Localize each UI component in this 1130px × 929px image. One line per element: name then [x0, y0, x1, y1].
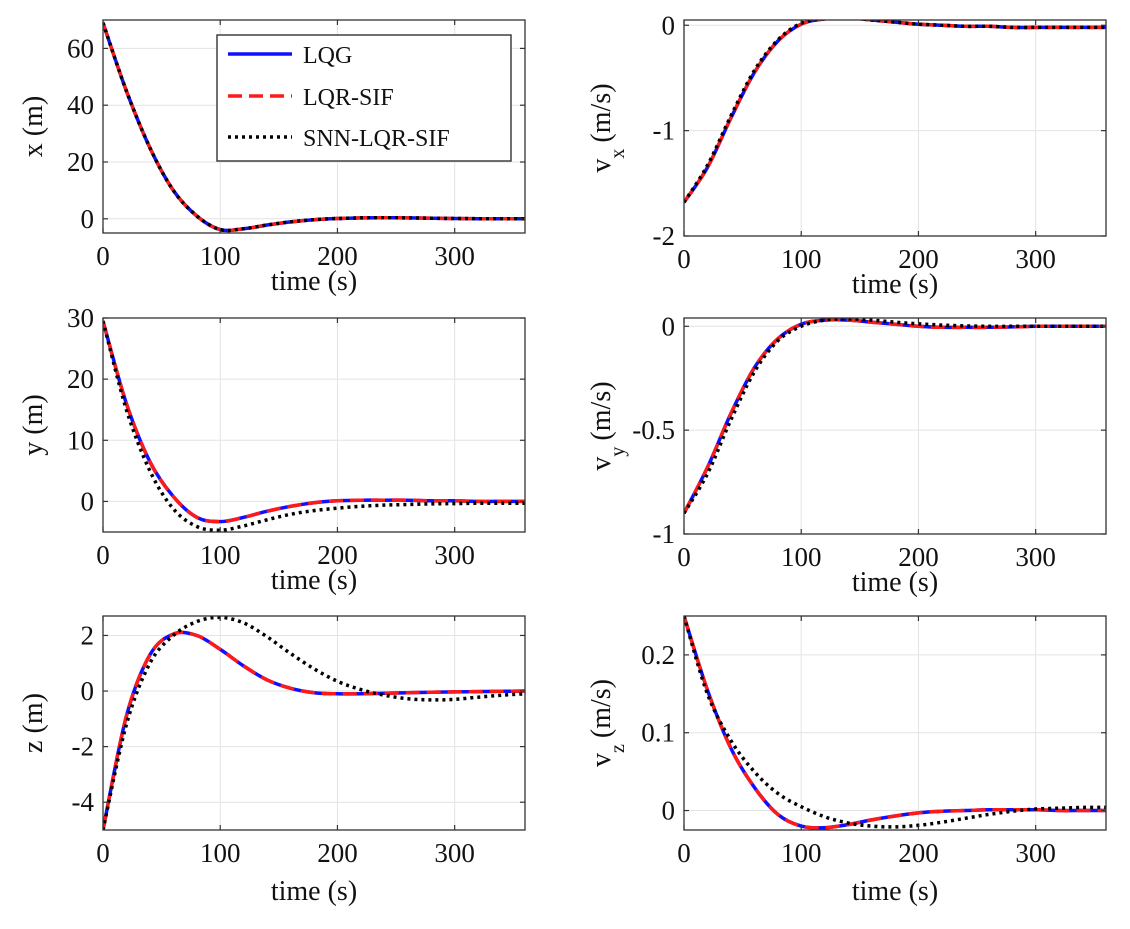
- x-tick-label: 100: [781, 244, 822, 274]
- x-tick-label: 300: [434, 540, 475, 570]
- axes-frame: [102, 317, 526, 533]
- y-axis-label: vx (m/s): [586, 83, 629, 172]
- y-axis-label: x (m): [18, 96, 49, 157]
- y-tick-label: -4: [72, 787, 95, 817]
- x-tick-label: 0: [96, 838, 110, 868]
- y-tick-label: 0.1: [641, 718, 675, 748]
- y-tick-label: 0: [662, 10, 676, 40]
- x-tick-label: 200: [317, 241, 358, 271]
- x-tick-label: 200: [898, 244, 939, 274]
- y-tick-label: -0.5: [632, 415, 675, 445]
- y-axis-label: z (m): [18, 693, 49, 753]
- x-axis-label: time (s): [852, 269, 938, 300]
- panel-vz: 0 100 200 300 0 0.1 0.2 time (s) vz (m/s): [586, 615, 1107, 907]
- y-axis-label: vy (m/s): [586, 381, 629, 470]
- y-tick-label: 2: [81, 620, 95, 650]
- y-tick-label: 0: [81, 204, 95, 234]
- y-axis-label-subscript: x: [607, 149, 629, 159]
- legend-label-snn-lqr-sif: SNN-LQR-SIF: [303, 126, 450, 152]
- x-axis-label: time (s): [852, 876, 938, 907]
- y-tick-label: 20: [67, 364, 94, 394]
- series-line-snn-lqr-sif: [103, 22, 525, 233]
- axes-frame: [102, 19, 526, 234]
- x-tick-label: 200: [317, 838, 358, 868]
- x-tick-label: 300: [434, 838, 475, 868]
- y-tick-label: -2: [653, 221, 676, 251]
- y-axis-label-unit: (m/s): [586, 679, 617, 738]
- y-axis-label-symbol: v: [586, 457, 617, 471]
- y-axis-label-unit: (m/s): [586, 83, 617, 142]
- series-line-snn-lqr-sif: [103, 320, 525, 532]
- x-tick-label: 200: [317, 540, 358, 570]
- x-axis-label: time (s): [271, 266, 357, 297]
- plot-area: [684, 616, 1106, 830]
- series-line-lqr-sif: [103, 630, 525, 830]
- legend-label-lqr-sif: LQR-SIF: [303, 85, 394, 111]
- y-axis-label-subscript: z: [607, 744, 629, 753]
- legend-box: [216, 34, 512, 162]
- panel-vy: 0 100 200 300 -1 -0.5 0 time (s) vy (m/s): [586, 311, 1107, 598]
- series-line-lqr-sif: [684, 318, 1106, 514]
- x-axis-label: time (s): [852, 567, 938, 598]
- y-tick-label: -1: [653, 116, 676, 146]
- x-tick-label: 100: [200, 241, 241, 271]
- y-axis-label-symbol: v: [586, 753, 617, 767]
- y-axis-label-unit: (m/s): [586, 381, 617, 440]
- y-tick-label: 40: [67, 90, 94, 120]
- x-tick-label: 0: [96, 540, 110, 570]
- y-tick-label: -1: [653, 519, 676, 549]
- x-tick-label: 200: [898, 838, 939, 868]
- legend: LQG LQR-SIF SNN-LQR-SIF: [216, 34, 512, 162]
- x-tick-label: 100: [200, 540, 241, 570]
- y-tick-label: 10: [67, 425, 94, 455]
- x-tick-label: 0: [677, 244, 691, 274]
- series-line-snn-lqr-sif: [684, 20, 1106, 204]
- y-tick-label: 0.2: [641, 640, 675, 670]
- panel-y: 0 100 200 300 0 10 20 30 time (s) y (m): [18, 303, 526, 596]
- x-tick-label: 300: [434, 241, 475, 271]
- x-axis-label: time (s): [271, 876, 357, 907]
- y-tick-label: 0: [662, 311, 676, 341]
- y-tick-label: 0: [662, 796, 676, 826]
- x-tick-label: 0: [677, 542, 691, 572]
- y-tick-label: 0: [81, 486, 95, 516]
- y-axis-label: vz (m/s): [586, 679, 629, 767]
- x-tick-label: 100: [200, 838, 241, 868]
- x-tick-label: 100: [781, 838, 822, 868]
- series-line-snn-lqr-sif: [684, 616, 1106, 829]
- x-tick-label: 200: [898, 542, 939, 572]
- series-line-lqr-sif: [103, 320, 525, 524]
- plot-area: [684, 318, 1106, 534]
- x-tick-label: 0: [677, 838, 691, 868]
- y-tick-label: 20: [67, 147, 94, 177]
- panel-vx: 0 100 200 300 -2 -1 0 time (s) vx (m/s): [586, 10, 1107, 300]
- axes-frame: [102, 615, 526, 831]
- x-axis-label: time (s): [271, 565, 357, 596]
- x-tick-label: 100: [781, 542, 822, 572]
- x-tick-label: 0: [96, 241, 110, 271]
- x-tick-label: 300: [1015, 542, 1056, 572]
- y-tick-label: 30: [67, 303, 94, 333]
- series-line-snn-lqr-sif: [103, 616, 525, 830]
- plot-area: [684, 20, 1106, 236]
- legend-label-lqg: LQG: [303, 43, 352, 69]
- y-axis-label-symbol: v: [586, 159, 617, 173]
- y-tick-label: 0: [81, 676, 95, 706]
- y-axis-label: y (m): [18, 394, 49, 455]
- y-tick-label: -2: [72, 732, 95, 762]
- axes-frame: [683, 317, 1107, 535]
- y-tick-label: 60: [67, 33, 94, 63]
- plot-area: [103, 616, 525, 830]
- y-axis-label-subscript: y: [607, 447, 629, 457]
- axes-frame: [683, 19, 1107, 237]
- axes-frame: [683, 615, 1107, 831]
- x-tick-label: 300: [1015, 244, 1056, 274]
- panel-z: 0 100 200 300 -4 -2 0 2 time (s) z (m): [18, 615, 526, 907]
- x-tick-label: 300: [1015, 838, 1056, 868]
